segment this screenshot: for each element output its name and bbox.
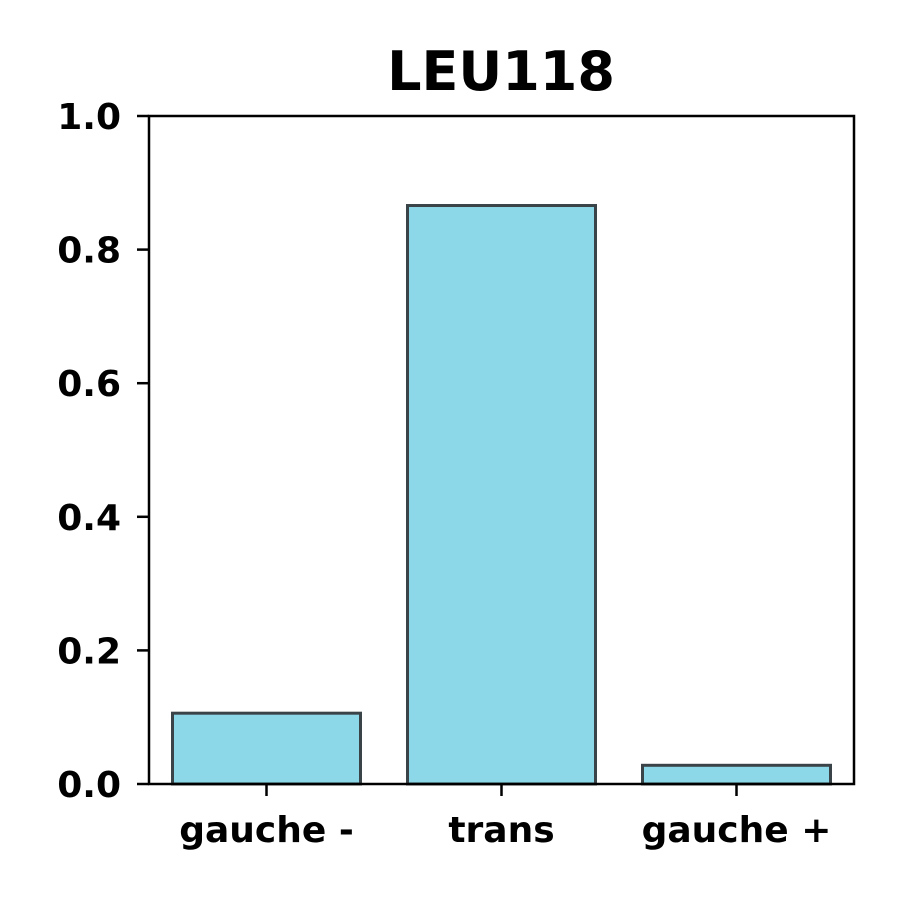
bar-trans — [406, 204, 597, 786]
x-tick-label: gauche - — [179, 810, 354, 851]
y-axis: 0.0 0.2 0.4 0.6 0.8 1.0 — [57, 97, 149, 806]
y-tick-label: 1.0 — [57, 97, 121, 138]
x-tick-label: trans — [448, 810, 554, 851]
plot-frame — [147, 114, 856, 786]
chart-title: LEU118 — [387, 40, 615, 103]
y-tick-label: 0.6 — [57, 364, 121, 405]
y-tick-label: 0.8 — [57, 231, 121, 272]
y-tick-label: 0.0 — [57, 765, 121, 806]
x-tick-label: gauche + — [642, 810, 832, 851]
bar-gauche — [171, 711, 362, 786]
bars-layer — [171, 204, 832, 786]
y-tick-label: 0.2 — [57, 631, 121, 672]
x-axis: gauche - trans gauche + — [179, 784, 831, 851]
bar-gauche — [641, 763, 832, 786]
y-tick-label: 0.4 — [57, 498, 121, 539]
